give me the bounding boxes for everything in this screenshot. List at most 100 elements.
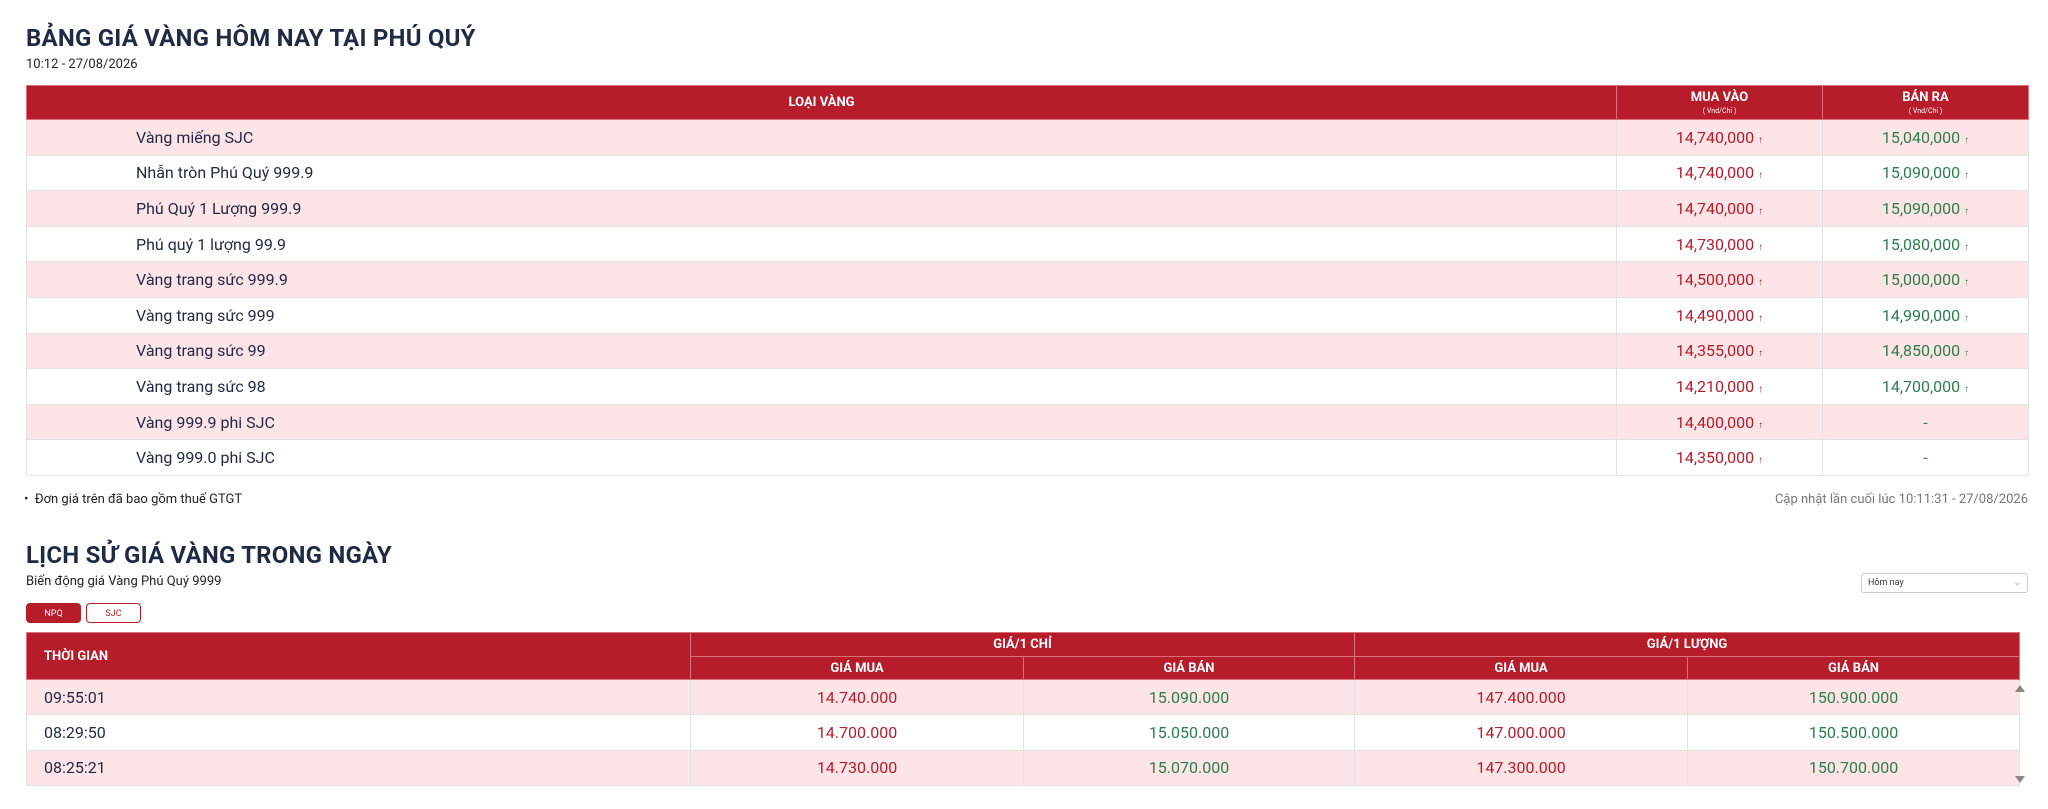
updated: Cập nhật lần cuối lúc 10:11:31 - 27/08/2…	[1774, 492, 2028, 507]
price: 15,090,000	[1881, 198, 1961, 218]
price-row: Vàng trang sức 999 14,490,000 ↑ 14,990,000 ↑	[26, 296, 2029, 334]
price: 147.400.000	[1354, 678, 1689, 716]
price: 14,990,000	[1881, 305, 1961, 325]
sub-header: GIÁ BÁN	[1687, 656, 2021, 680]
gold-name: Vàng trang sức 999.9	[26, 261, 1617, 298]
buy-price: 14,350,000 ↑	[1616, 439, 1823, 476]
arrow-icon: ↑	[1758, 348, 1764, 360]
span: Đơn giá trên đã bao gồm thuế GTGT	[34, 492, 243, 507]
gold-name: Vàng trang sức 98	[26, 368, 1617, 405]
price: -	[1923, 412, 1928, 432]
time: 08:29:50	[26, 714, 691, 751]
price: 14,850,000	[1881, 341, 1961, 361]
gold-name: Phú Quý 1 Lượng 999.9	[26, 190, 1617, 227]
buy-price: 14,210,000 ↑	[1616, 368, 1823, 405]
history-row: 08:29:50 14.700.000 15.050.000 147.000.000 1…	[26, 714, 2021, 751]
price-row: Vàng trang sức 98 14,210,000 ↑ 14,700,000 ↑	[26, 368, 2029, 405]
sub-header: GIÁ MUA	[690, 656, 1024, 680]
tab[interactable]: NPQ	[26, 603, 81, 623]
buy-price: 14,740,000 ↑	[1616, 154, 1823, 192]
price: 14,355,000	[1675, 341, 1755, 361]
sell-price: 14,850,000 ↑	[1822, 332, 2029, 370]
period-select[interactable]: Hôm nay ⌄	[1861, 573, 2028, 593]
sub-header: GIÁ MUA	[1354, 656, 1689, 680]
arrow-icon: ↑	[1758, 134, 1764, 146]
gold-name: Nhẫn tròn Phú Quý 999.9	[26, 154, 1617, 192]
path	[2015, 685, 2025, 692]
price: 14,740,000	[1675, 163, 1755, 183]
price: 14.700.000	[690, 714, 1024, 751]
sub-header: GIÁ BÁN	[1022, 656, 1356, 680]
price-row: Vàng 999.9 phi SJC 14,400,000 ↑ -	[26, 403, 2029, 441]
title: BẢNG GIÁ VÀNG HÔM NAY TẠI PHÚ QUÝ	[26, 24, 476, 52]
arrow-icon: ↑	[1964, 277, 1970, 289]
group-header: GIÁ/1 CHỈ	[689, 632, 1356, 657]
span: ( Vnd/Chỉ )	[1702, 107, 1737, 115]
buy-price: 14,740,000 ↑	[1616, 190, 1823, 227]
group-header: GIÁ/1 LƯỢNG	[1354, 632, 2021, 657]
price-row: Vàng trang sức 999.9 14,500,000 ↑ 15,000,00…	[26, 261, 2029, 298]
price: 14,490,000	[1675, 305, 1755, 325]
arrow-icon: ↑	[1964, 205, 1970, 217]
arrow-icon: ↑	[1964, 312, 1970, 324]
arrow-icon: ↑	[1758, 455, 1764, 467]
scrollbar[interactable]	[2013, 682, 2027, 786]
price: 15,040,000	[1881, 127, 1961, 147]
sell-price: 14,990,000 ↑	[1822, 296, 2029, 334]
col-header: THỜI GIAN	[26, 632, 691, 680]
tr: LOẠI VÀNG MUA VÀO ( Vnd/Chỉ ) BÁN RA ( Vnd…	[26, 85, 2029, 120]
price: 14,350,000	[1675, 448, 1755, 468]
sell-price: -	[1822, 439, 2029, 476]
price-row: Vàng miếng SJC 14,740,000 ↑ 15,040,000 ↑	[26, 119, 2029, 156]
note: • Đơn giá trên đã bao gồm thuế GTGT	[24, 492, 243, 507]
buy-price: 14,500,000 ↑	[1616, 261, 1823, 298]
history-title: LỊCH SỬ GIÁ VÀNG TRONG NGÀY	[26, 541, 392, 569]
sell-price: 15,000,000 ↑	[1822, 261, 2029, 298]
price-row: Phú Quý 1 Lượng 999.9 14,740,000 ↑ 15,090,0…	[26, 190, 2029, 227]
time: 10:12 - 27/08/2026	[26, 57, 138, 72]
price: -	[1923, 448, 1928, 468]
arrow-icon: ↑	[1758, 277, 1764, 289]
span: ( Vnd/Chỉ )	[1908, 107, 1943, 115]
span: BÁN RA	[1902, 90, 1949, 105]
price: 14.740.000	[690, 678, 1024, 716]
sell-price: -	[1822, 403, 2029, 441]
thead: THỜI GIAN GIÁ/1 CHỈ GIÁ/1 LƯỢNG GIÁ MUA G…	[26, 632, 2021, 680]
price-table: LOẠI VÀNG MUA VÀO ( Vnd/Chỉ ) BÁN RA ( Vnd…	[26, 85, 2029, 476]
price: 14,740,000	[1675, 127, 1755, 147]
sell-price: 15,040,000 ↑	[1822, 119, 2029, 156]
arrow-icon: ↑	[1758, 241, 1764, 253]
col-header: BÁN RA ( Vnd/Chỉ )	[1822, 85, 2029, 120]
price: 15,090,000	[1881, 163, 1961, 183]
tr: GIÁ MUA GIÁ BÁN GIÁ MUA GIÁ BÁN	[27, 656, 2021, 680]
price: 15,080,000	[1881, 234, 1961, 254]
buy-price: 14,355,000 ↑	[1616, 332, 1823, 370]
col-header: LOẠI VÀNG	[26, 85, 1617, 120]
history-table: THỜI GIAN GIÁ/1 CHỈ GIÁ/1 LƯỢNG GIÁ MUA G…	[26, 632, 2021, 786]
sell-price: 15,090,000 ↑	[1822, 190, 2029, 227]
tab[interactable]: SJC	[86, 603, 141, 623]
sell-price: 15,080,000 ↑	[1822, 225, 2029, 263]
gold-name: Vàng 999.0 phi SJC	[26, 439, 1617, 476]
price: 15,000,000	[1881, 270, 1961, 290]
price: 14,500,000	[1675, 270, 1755, 290]
buy-price: 14,400,000 ↑	[1616, 403, 1823, 441]
price: 147.000.000	[1354, 714, 1689, 751]
history-subtitle: Biến động giá Vàng Phú Quý 9999	[26, 574, 222, 589]
price: 150.900.000	[1687, 678, 2021, 716]
price: 14,700,000	[1881, 376, 1961, 396]
buy-price: 14,730,000 ↑	[1616, 225, 1823, 263]
arrow-icon: ↑	[1964, 241, 1970, 253]
sell-price: 14,700,000 ↑	[1822, 368, 2029, 405]
price: 14,400,000	[1675, 412, 1755, 432]
span: LOẠI VÀNG	[788, 95, 855, 110]
time: 09:55:01	[26, 678, 691, 716]
price: 14.730.000	[690, 749, 1024, 786]
price: 15.090.000	[1022, 678, 1356, 716]
history-row: 08:25:21 14.730.000 15.070.000 147.300.000 1…	[26, 749, 2021, 786]
arrow-icon: ↑	[1964, 134, 1970, 146]
buy-price: 14,490,000 ↑	[1616, 296, 1823, 334]
arrow-icon: ↑	[1758, 383, 1764, 395]
sell-price: 15,090,000 ↑	[1822, 154, 2029, 192]
